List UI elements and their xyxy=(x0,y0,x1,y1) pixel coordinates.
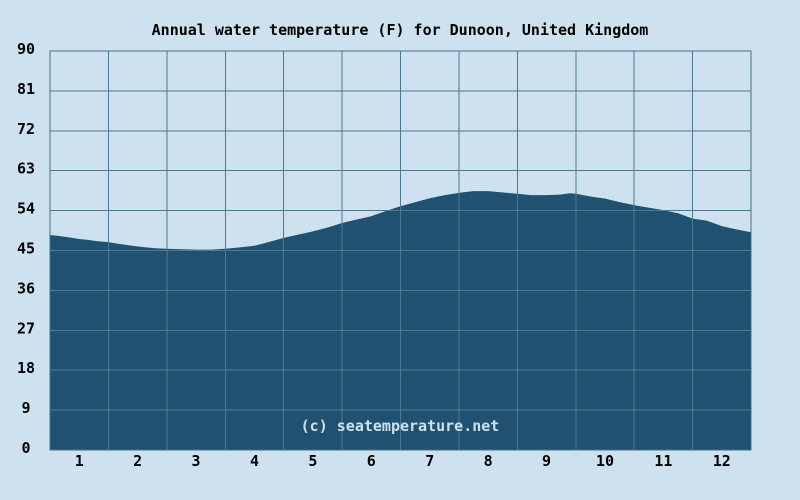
y-tick-label: 63 xyxy=(17,160,35,178)
y-tick-label: 36 xyxy=(17,279,35,297)
x-tick-label: 5 xyxy=(308,452,317,470)
y-axis-labels: 0 9 18 27 36 45 54 63 72 81 90 xyxy=(17,40,35,457)
y-tick-label: 72 xyxy=(17,120,35,138)
x-tick-label: 3 xyxy=(192,452,201,470)
y-tick-label: 90 xyxy=(17,40,35,58)
x-axis-labels: 1 2 3 4 5 6 7 8 9 10 11 12 xyxy=(75,452,731,470)
x-tick-label: 9 xyxy=(542,452,551,470)
x-tick-label: 11 xyxy=(654,452,672,470)
x-tick-label: 7 xyxy=(425,452,434,470)
x-tick-label: 8 xyxy=(484,452,493,470)
x-tick-label: 2 xyxy=(133,452,142,470)
watermark: (c) seatemperature.net xyxy=(300,417,500,435)
x-tick-label: 6 xyxy=(367,452,376,470)
y-tick-label: 81 xyxy=(17,80,35,98)
plot-border xyxy=(49,50,752,451)
y-tick-label: 0 xyxy=(21,439,30,457)
x-tick-label: 1 xyxy=(75,452,84,470)
chart-title: Annual water temperature (F) for Dunoon,… xyxy=(151,21,649,39)
y-tick-label: 27 xyxy=(17,319,35,337)
x-tick-label: 4 xyxy=(250,452,259,470)
y-tick-label: 54 xyxy=(17,200,35,218)
grid-lines xyxy=(50,51,751,450)
y-tick-label: 18 xyxy=(17,359,35,377)
y-tick-label: 9 xyxy=(21,399,30,417)
x-tick-label: 10 xyxy=(596,452,614,470)
y-tick-label: 45 xyxy=(17,240,35,258)
x-tick-label: 12 xyxy=(713,452,731,470)
